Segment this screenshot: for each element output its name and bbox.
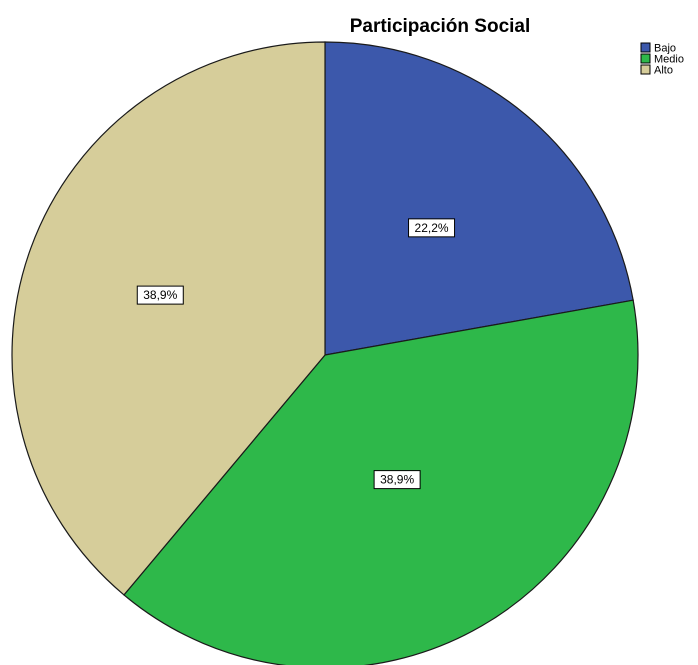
legend-label: Bajo [654, 43, 676, 55]
data-label-medio: 38,9% [373, 470, 421, 490]
pie-slice-bajo [324, 41, 634, 356]
data-label-box [136, 285, 184, 305]
legend-swatch [640, 53, 651, 64]
pie-slice-alto [11, 41, 326, 596]
data-label-box [373, 470, 421, 490]
legend-label: Medio [654, 54, 684, 66]
chart-title: Participación Social [350, 16, 531, 37]
data-label-alto: 38,9% [136, 285, 184, 305]
data-label-bajo: 22,2% [408, 218, 456, 238]
data-label-text: 22,2% [415, 221, 449, 235]
legend-swatch [640, 64, 651, 75]
legend-item-alto: Alto [640, 64, 673, 77]
legend-label: Alto [654, 65, 673, 77]
pie-slices [11, 41, 639, 665]
data-label-box [408, 218, 456, 238]
legend-swatch [640, 42, 651, 53]
legend-item-medio: Medio [640, 53, 684, 66]
data-label-text: 38,9% [380, 473, 414, 487]
pie-data-labels: 22,2% 38,9% 38,9% [136, 218, 456, 490]
data-label-text: 38,9% [143, 288, 177, 302]
legend-item-bajo: Bajo [640, 42, 676, 55]
